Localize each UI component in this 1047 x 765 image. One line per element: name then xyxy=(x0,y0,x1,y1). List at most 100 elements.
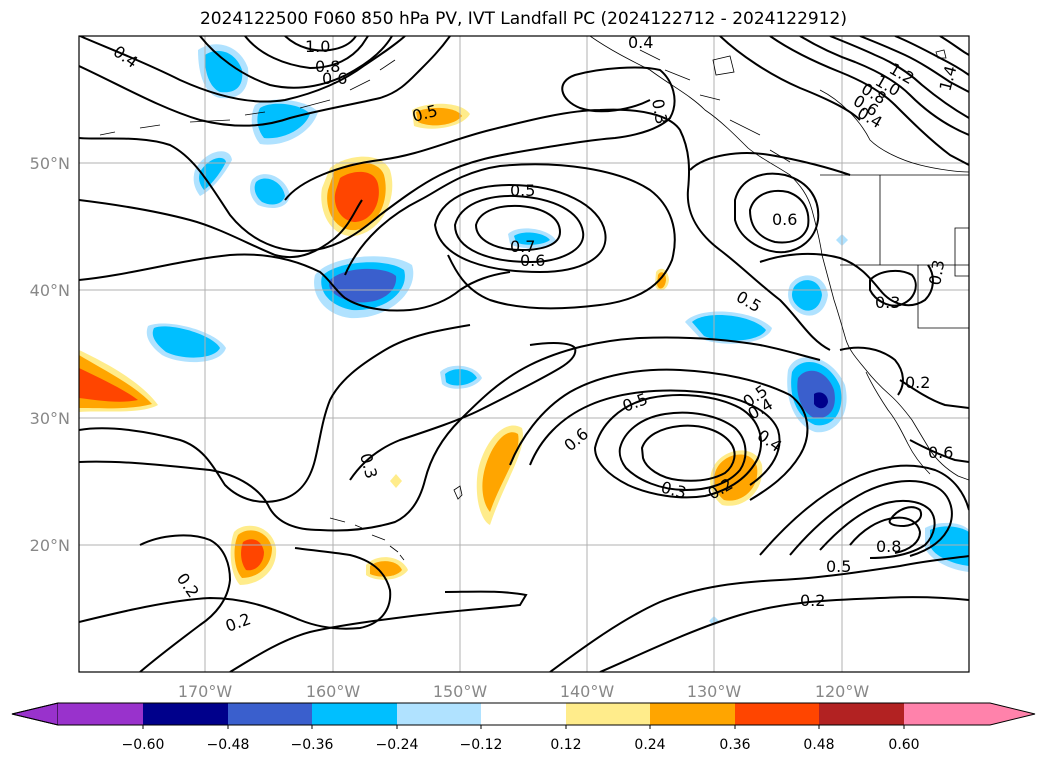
contour-line xyxy=(593,394,762,499)
contour-line xyxy=(244,36,369,70)
island xyxy=(712,55,735,76)
colorbar-tick-label: −0.12 xyxy=(460,737,503,753)
pv-positive-patch xyxy=(482,432,519,512)
contour-label: 0.2 xyxy=(223,609,253,636)
colorbar-tick-label: 0.12 xyxy=(550,737,581,753)
contour-line xyxy=(769,36,969,166)
contour-line xyxy=(819,499,936,559)
contour-label: 0.4 xyxy=(110,42,142,72)
contour-line xyxy=(789,480,953,557)
colorbar-tick-label: −0.36 xyxy=(291,737,334,753)
lat-label: 50°N xyxy=(30,154,70,173)
pv-positive-patch xyxy=(416,107,462,126)
colorbar-swatch xyxy=(481,703,566,725)
contour-label: 0.6 xyxy=(520,251,545,270)
contour-line xyxy=(899,379,969,409)
colorbar-tick-label: −0.48 xyxy=(207,737,250,753)
contour-line xyxy=(939,36,969,56)
contour-line xyxy=(453,194,585,264)
pv-negative-patch xyxy=(329,268,397,303)
contour-line xyxy=(509,368,809,501)
alaska-coast xyxy=(589,36,969,481)
pv-negative-patch xyxy=(204,50,243,93)
colorbar-swatch xyxy=(228,703,312,725)
pv-positive-patch xyxy=(79,368,138,402)
pv-negative-patch xyxy=(792,280,822,311)
contour-line xyxy=(869,269,917,307)
colorbar-tick-label: 0.36 xyxy=(719,737,750,753)
colorbar-tick-label: 0.24 xyxy=(634,737,665,753)
pv-negative-patch xyxy=(199,157,226,190)
colorbar-swatch xyxy=(650,703,735,725)
contour-label: 0.6 xyxy=(928,443,953,462)
contour-line xyxy=(79,253,511,312)
contour-line xyxy=(759,252,934,307)
latitude-labels: 50°N 40°N 30°N 20°N xyxy=(30,154,70,555)
contour-line xyxy=(640,424,736,482)
lon-label: 130°W xyxy=(687,682,742,701)
map-title: 2024122500 F060 850 hPa PV, IVT Landfall… xyxy=(199,9,847,29)
contour-line xyxy=(839,346,904,396)
state-border xyxy=(840,175,969,329)
contour-line xyxy=(734,172,820,254)
aleutian-chain xyxy=(99,59,396,136)
island xyxy=(453,485,463,500)
contour-line xyxy=(344,163,676,310)
longitude-labels: 170°W 160°W 150°W 140°W 130°W 120°W xyxy=(178,682,870,701)
contour-label: 0.8 xyxy=(315,57,340,76)
contour-line xyxy=(888,506,922,528)
colorbar-swatch xyxy=(143,703,228,725)
contour-label: 0.7 xyxy=(510,237,535,256)
contour-label: 0.3 xyxy=(356,451,381,481)
contour-line xyxy=(689,152,851,176)
contour-line xyxy=(474,204,562,252)
pv-negative-patch xyxy=(152,326,220,358)
contour-line xyxy=(79,336,821,532)
contour-label: 0.5 xyxy=(826,557,851,576)
contour-line xyxy=(139,534,232,672)
pv-negative-patch xyxy=(930,526,969,566)
colorbar-swatch xyxy=(819,703,904,725)
contour-line xyxy=(829,36,969,119)
contour-label: 0.3 xyxy=(925,258,948,286)
colorbar-swatch xyxy=(397,703,481,725)
colorbar-tick-label: 0.48 xyxy=(803,737,834,753)
colorbar-swatch xyxy=(312,703,397,725)
lon-label: 120°W xyxy=(815,682,870,701)
contour-line xyxy=(599,596,969,672)
contour-line xyxy=(748,190,810,244)
contour-label: 0.5 xyxy=(620,389,650,416)
lon-label: 140°W xyxy=(560,682,615,701)
contour-line xyxy=(229,590,528,672)
colorbar-swatch xyxy=(58,703,143,725)
contour-label: 0.5 xyxy=(510,181,535,200)
contour-label: 0.2 xyxy=(905,373,930,392)
graticule xyxy=(79,36,969,672)
contour-line xyxy=(618,411,747,492)
lon-label: 150°W xyxy=(433,682,488,701)
contour-line xyxy=(79,66,676,252)
contour-label: 0.6 xyxy=(322,69,347,88)
contour-label: 1.4 xyxy=(936,64,961,94)
contour-line xyxy=(859,36,969,93)
pv-shading xyxy=(79,44,969,626)
contour-line xyxy=(79,36,451,127)
contour-line xyxy=(79,199,363,259)
contour-label: 0.3 xyxy=(875,293,900,312)
map-frame xyxy=(78,35,970,673)
contour-label: 0.2 xyxy=(173,569,203,601)
contour-label: 0.5 xyxy=(733,287,765,316)
contour-line xyxy=(759,464,969,556)
lon-label: 170°W xyxy=(178,682,233,701)
colorbar-extend-max xyxy=(904,703,1035,725)
colorbar-tick-label: 0.60 xyxy=(888,737,919,753)
pv-negative-patch xyxy=(445,369,477,386)
coastlines xyxy=(99,36,969,561)
lon-label: 160°W xyxy=(306,682,361,701)
contour-line xyxy=(79,324,471,503)
contour-label: 0.2 xyxy=(800,591,825,610)
pv-negative-patch xyxy=(514,232,550,245)
contour-line xyxy=(79,547,392,630)
hawaii-islands xyxy=(329,517,405,561)
contour-line xyxy=(799,36,969,136)
